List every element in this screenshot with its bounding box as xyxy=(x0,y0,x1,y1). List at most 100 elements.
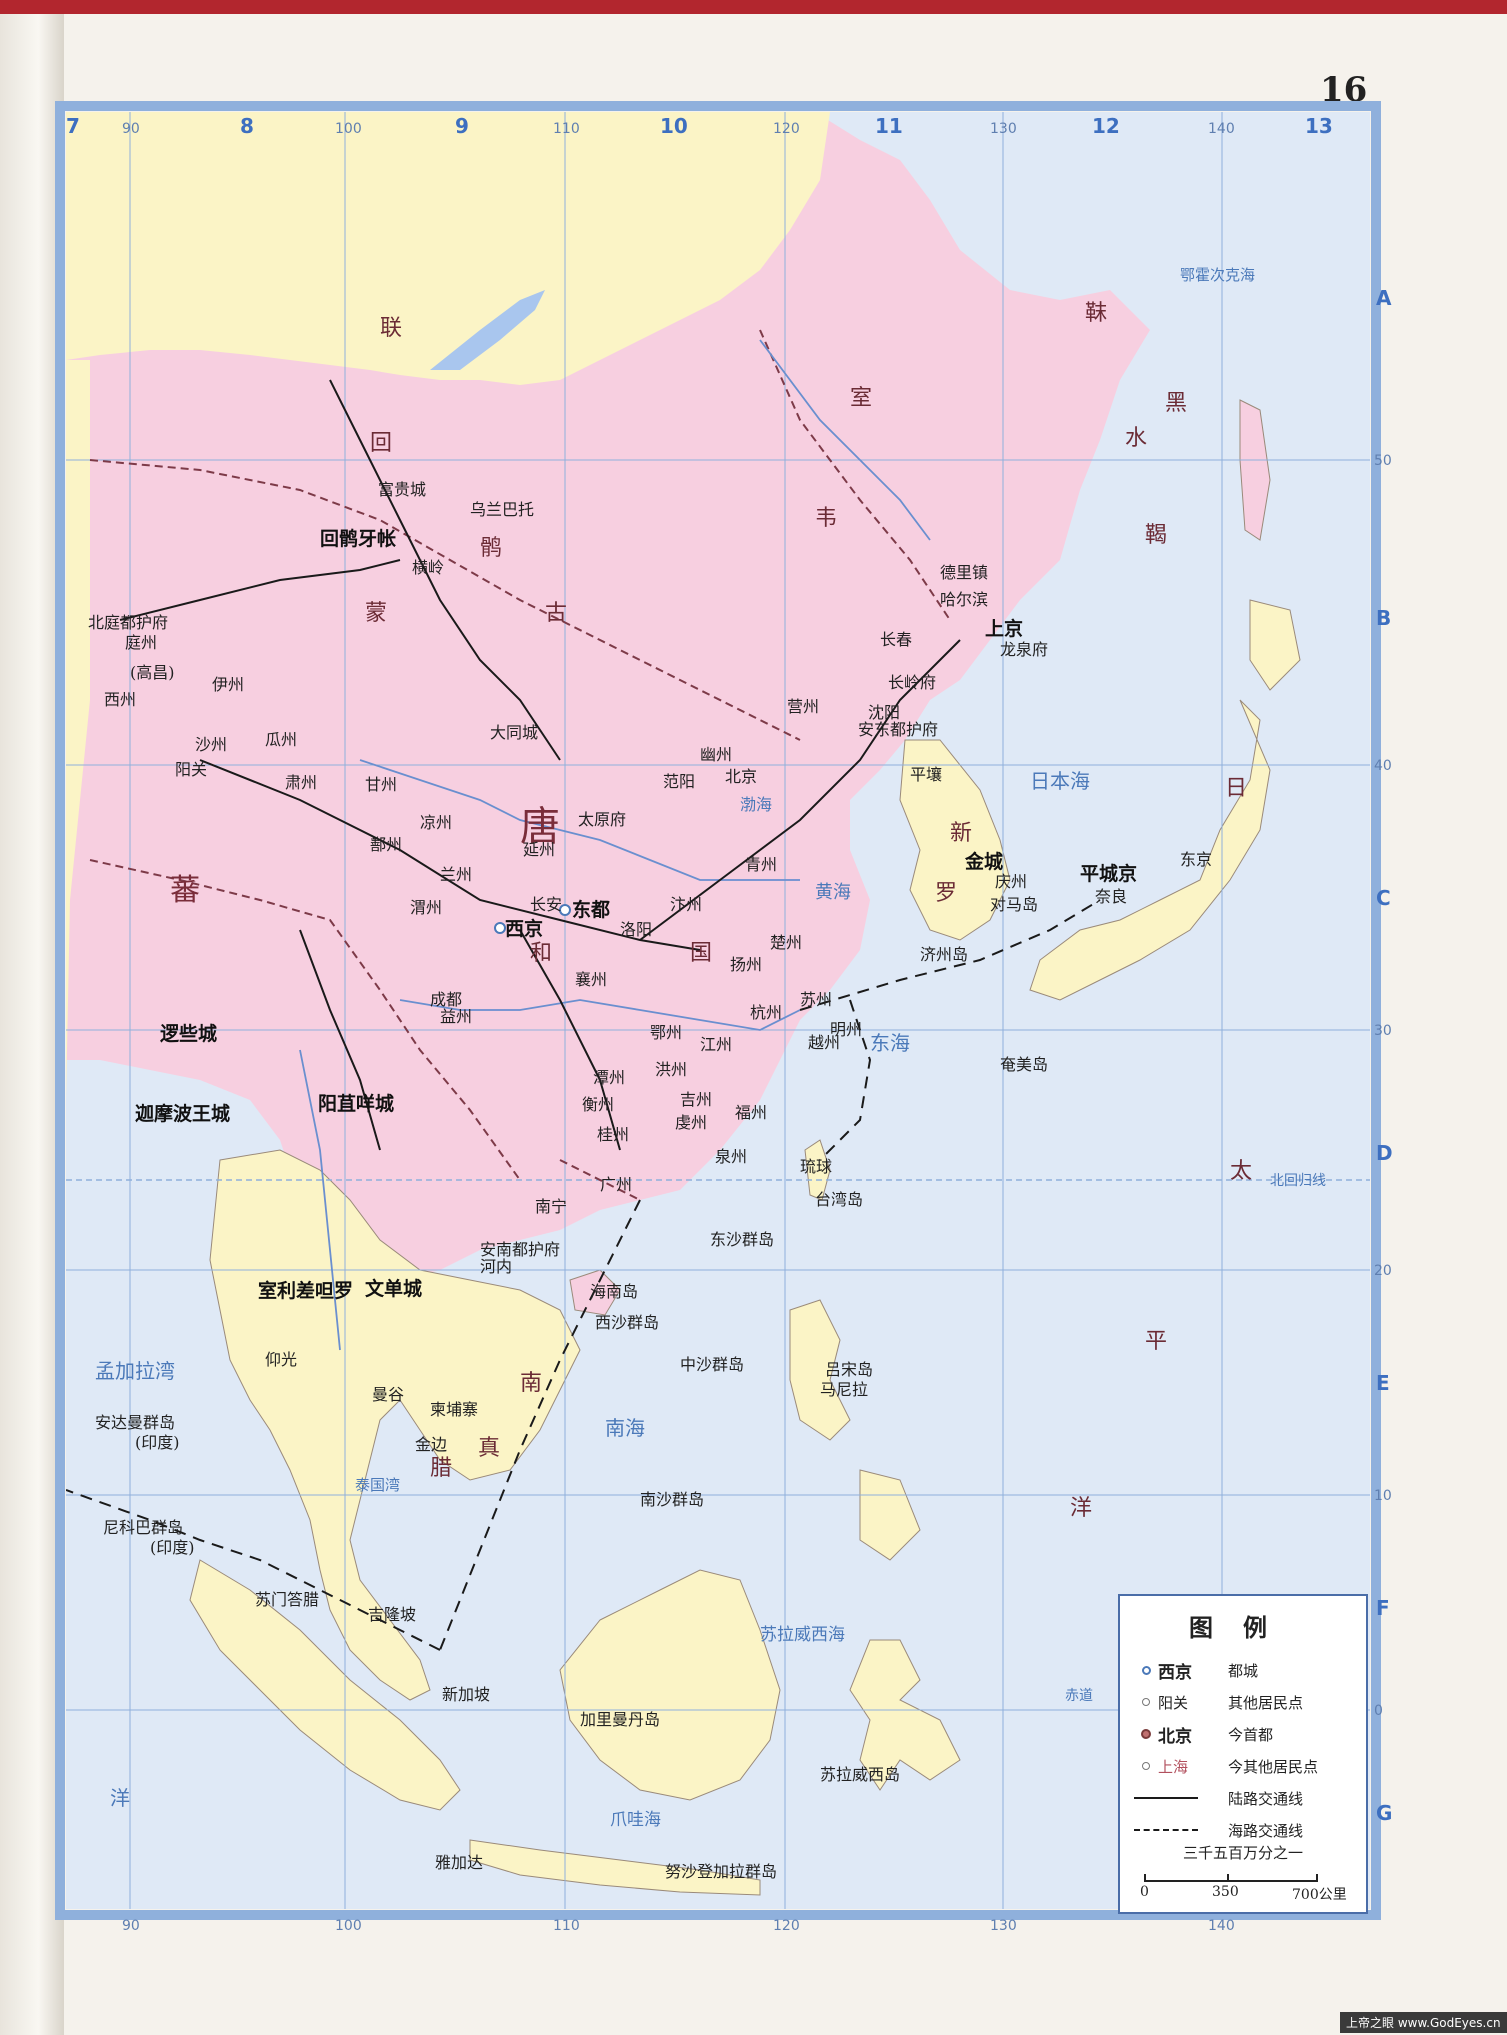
col-number-12: 12 xyxy=(1092,114,1120,138)
region-tang: 唐 xyxy=(520,804,560,850)
legend-desc-capital: 都城 xyxy=(1228,1661,1259,1680)
city-longquan: 龙泉府 xyxy=(1000,640,1048,659)
city-wulanbatuo: 乌兰巴托 xyxy=(470,500,534,519)
city-liuqiu: 琉球 xyxy=(800,1157,832,1176)
city-lanzhou: 兰州 xyxy=(440,865,472,884)
city-hangzhou: 杭州 xyxy=(750,1003,782,1022)
legend-sample-modern-capital: 北京 xyxy=(1158,1726,1192,1747)
sea-labels: 日本海 黄海 东海 南海 渤海 鄂霍次克海 孟加拉湾 泰国湾 苏拉威西海 爪哇海… xyxy=(95,266,1326,1830)
region-tang-he: 和 xyxy=(530,941,552,966)
capital-wendan: 文单城 xyxy=(365,1277,422,1300)
java-island xyxy=(469,1839,761,1896)
region-hu: 鹘 xyxy=(480,536,502,561)
region-huihe: 回 xyxy=(370,431,392,456)
city-dongjing: 东京 xyxy=(1180,850,1212,869)
sea-indian: 洋 xyxy=(110,1786,130,1810)
lon-label-130: 130 xyxy=(990,121,1017,137)
city-jilongpo: 吉隆坡 xyxy=(368,1605,416,1624)
city-andaman: 安达曼群岛 xyxy=(95,1413,175,1432)
region-zhenla: 真 xyxy=(478,1436,500,1461)
city-jialimandan: 加里曼丹岛 xyxy=(580,1710,660,1729)
legend-desc-sea-route: 海路交通线 xyxy=(1228,1821,1304,1840)
legend-row-modern-settlement: 上海 今其他居民点 xyxy=(1134,1752,1360,1780)
city-xinjiapo: 新加坡 xyxy=(442,1685,490,1704)
hainan-island xyxy=(569,1269,621,1316)
region-mengu: 蒙 xyxy=(365,601,387,626)
row-letter-F: F xyxy=(1376,1596,1390,1620)
row-letter-B: B xyxy=(1376,606,1391,630)
page-gutter xyxy=(0,0,64,2035)
region-yang: 洋 xyxy=(1070,1496,1092,1521)
legend-desc-modern-settlement: 今其他居民点 xyxy=(1228,1757,1319,1776)
map-legend: 图例 西京 都城 阳关 其他居民点 北京 今首都 上海 今其他居民点 陆路交通线… xyxy=(1118,1594,1368,1914)
sea-java: 爪哇海 xyxy=(610,1810,661,1830)
lon-label-140-bottom: 140 xyxy=(1208,1918,1235,1934)
city-fanyang: 范阳 xyxy=(663,772,695,791)
region-luo: 罗 xyxy=(935,881,957,906)
sea-siam: 泰国湾 xyxy=(355,1476,400,1494)
legend-row-land-route: 陆路交通线 xyxy=(1134,1784,1360,1812)
city-jeju: 济州岛 xyxy=(920,945,968,964)
city-yangzhou: 扬州 xyxy=(730,955,762,974)
lon-label-100-bottom: 100 xyxy=(335,1918,362,1934)
west-territory xyxy=(66,360,90,1100)
city-annan: 安南都护府 xyxy=(480,1240,560,1259)
city-lvsong: 吕宋岛 xyxy=(825,1360,873,1379)
city-hongzhou: 洪州 xyxy=(655,1060,687,1079)
city-yajiada: 雅加达 xyxy=(435,1853,483,1872)
legend-sample-capital: 西京 xyxy=(1158,1662,1192,1683)
political-borders xyxy=(89,329,951,1201)
region-tubo: 蕃 xyxy=(170,873,200,908)
city-nanning: 南宁 xyxy=(535,1197,567,1216)
city-qingzhou-kr: 庆州 xyxy=(995,872,1027,891)
scale-label-700: 700公里 xyxy=(1292,1887,1347,1903)
city-hanoi: 河内 xyxy=(480,1257,512,1276)
city-yangguan: 阳关 xyxy=(175,760,207,779)
graticule-labels: 90 100 110 120 130 140 8 9 10 11 12 13 7… xyxy=(66,114,1393,1934)
city-manggu: 曼谷 xyxy=(372,1385,404,1404)
lat-label-30: 30 xyxy=(1374,1023,1392,1039)
city-yingzhou: 营州 xyxy=(787,697,819,716)
city-jiangzhou: 江州 xyxy=(700,1035,732,1054)
rivers xyxy=(299,339,931,1351)
region-ping: 平 xyxy=(1145,1329,1167,1354)
sea-south: 南海 xyxy=(605,1416,645,1440)
legend-row-modern-capital: 北京 今首都 xyxy=(1134,1720,1360,1748)
lat-label-40: 40 xyxy=(1374,758,1392,774)
equator-label: 赤道 xyxy=(1065,1688,1093,1704)
city-taiwan: 台湾岛 xyxy=(815,1190,863,1209)
city-beiting: 北庭都护府 xyxy=(88,613,168,632)
legend-row-sea-route: 海路交通线 xyxy=(1134,1816,1360,1844)
city-nara: 奈良 xyxy=(1095,887,1127,906)
row-letter-E: E xyxy=(1376,1371,1390,1395)
row-letter-C: C xyxy=(1376,886,1391,910)
city-liangzhou: 凉州 xyxy=(420,813,452,832)
capital-marker-dongdu xyxy=(559,904,571,916)
city-ezhou: 鄂州 xyxy=(650,1023,682,1042)
city-jinbian: 金边 xyxy=(415,1435,447,1454)
capital-jincheng: 金城 xyxy=(964,850,1003,873)
modern-capital-dot-icon xyxy=(1134,1729,1158,1739)
city-hainan: 海南岛 xyxy=(590,1282,638,1301)
city-fuzhou: 福州 xyxy=(735,1103,767,1122)
col-number-7: 7 xyxy=(66,114,80,138)
city-guangzhou: 广州 xyxy=(600,1175,632,1194)
legend-sample-modern-settlement: 上海 xyxy=(1158,1757,1189,1776)
legend-desc-settlement: 其他居民点 xyxy=(1228,1693,1304,1712)
city-nicobar-note: (印度) xyxy=(150,1538,195,1557)
capital-dot-icon xyxy=(1134,1665,1158,1675)
taiwan-island xyxy=(804,1139,831,1201)
city-anding: 安东都护府 xyxy=(858,720,938,739)
city-jiangpuzhai: 柬埔寨 xyxy=(430,1400,478,1419)
city-bianzhou: 汴州 xyxy=(670,895,702,914)
capital-jiamobo: 迦摩波王城 xyxy=(135,1102,230,1125)
baikal-lake xyxy=(430,290,545,370)
capital-marker-xijing xyxy=(494,922,506,934)
city-deli: 德里镇 xyxy=(940,563,988,582)
city-hengling: 横岭 xyxy=(412,558,444,577)
region-jie: 鞨 xyxy=(1145,523,1167,548)
southeast-asia-land xyxy=(209,1149,581,1701)
lat-label-0: 0 xyxy=(1374,1703,1383,1719)
sea-japan: 日本海 xyxy=(1030,769,1090,793)
